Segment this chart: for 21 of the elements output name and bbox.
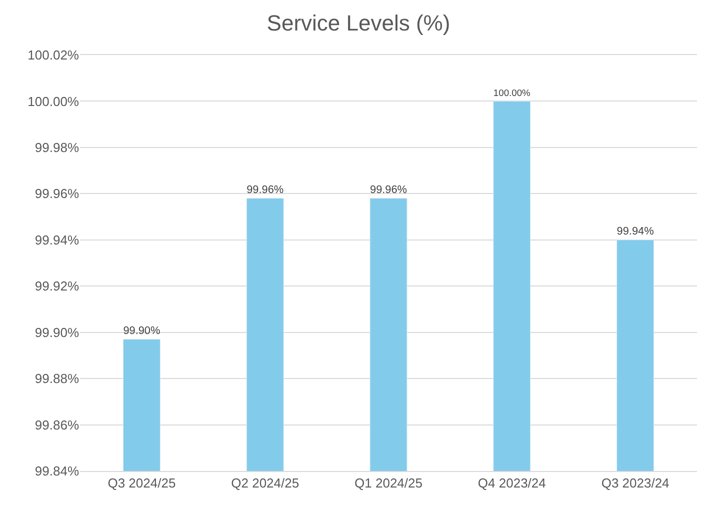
y-tick-label: 100.02% [28, 48, 80, 63]
x-tick-label: Q3 2024/25 [108, 476, 176, 491]
y-tick-label: 100.00% [28, 94, 80, 109]
y-tick-label: 99.92% [34, 278, 80, 294]
data-label: 99.94% [616, 226, 654, 238]
data-label: 99.96% [246, 184, 284, 196]
data-label: 99.96% [370, 184, 408, 196]
y-tick-label: 99.88% [34, 371, 80, 386]
x-tick-label: Q1 2024/25 [354, 476, 422, 491]
chart-title: Service Levels (%) [266, 10, 450, 36]
x-tick-label: Q4 2023/24 [478, 476, 546, 491]
data-label: 100.00% [493, 88, 530, 98]
y-tick-label: 99.86% [34, 417, 80, 432]
y-tick-label: 99.94% [34, 232, 80, 248]
data-label: 99.90% [123, 324, 160, 337]
x-tick-label: Q3 2023/24 [601, 476, 670, 491]
x-tick-label: Q2 2024/25 [231, 476, 300, 491]
y-tick-label: 99.90% [34, 324, 80, 340]
y-tick-label: 99.98% [34, 140, 80, 155]
y-tick-label: 99.96% [34, 186, 80, 202]
y-tick-label: 99.84% [34, 464, 80, 479]
